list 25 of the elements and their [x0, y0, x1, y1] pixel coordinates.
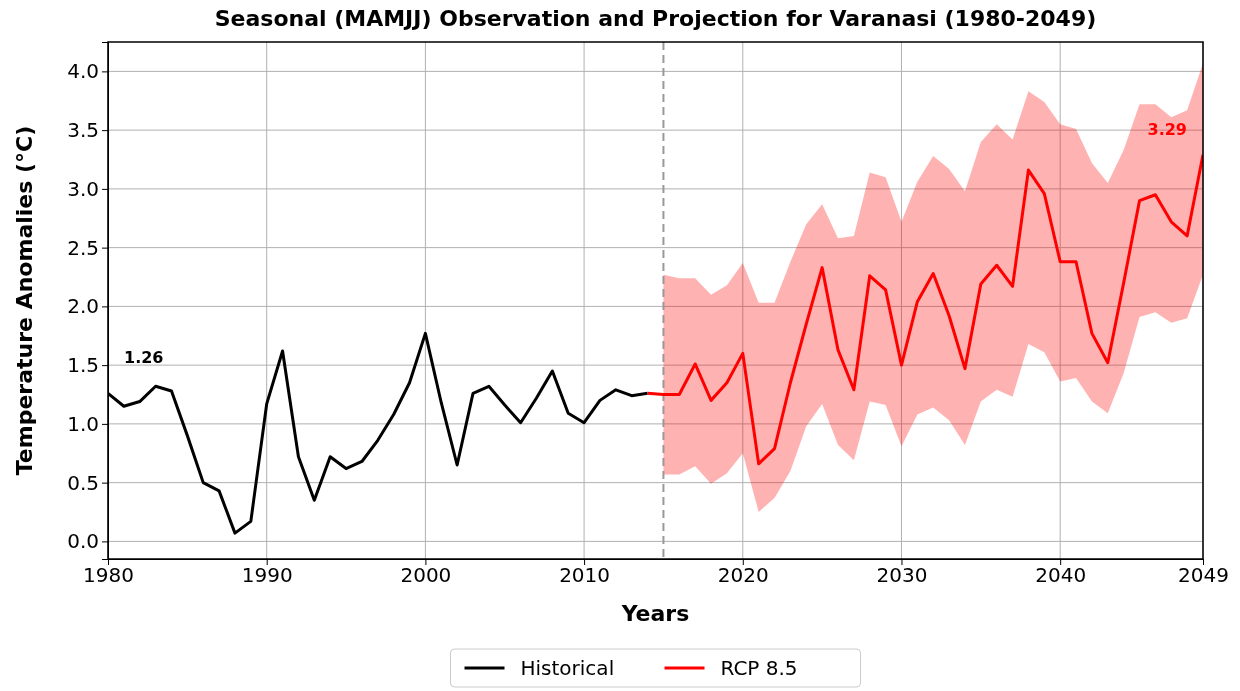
- chart-title: Seasonal (MAMJJ) Observation and Projection for Varanasi (1980-2049): [214, 6, 1097, 31]
- x-axis-title: Years: [620, 601, 690, 626]
- x-tick-label: 1980: [83, 563, 134, 588]
- y-tick-label: 0.0: [67, 529, 99, 554]
- y-tick-label: 0.5: [67, 470, 99, 495]
- y-tick-label: 3.5: [67, 118, 99, 143]
- x-tick-label: 2040: [1035, 563, 1087, 588]
- y-tick-label: 2.0: [67, 294, 99, 319]
- y-tick-label: 1.5: [67, 353, 99, 378]
- x-tick-label: 2020: [717, 563, 769, 588]
- x-tick-label: 1990: [241, 563, 293, 588]
- y-axis-title: Temperature Anomalies (°C): [12, 125, 37, 476]
- legend-label: RCP 8.5: [720, 656, 798, 680]
- y-tick-label: 4.0: [67, 59, 99, 84]
- y-tick-label: 1.0: [67, 411, 99, 436]
- x-tick-label: 2000: [400, 563, 452, 588]
- x-tick-label: 2010: [559, 563, 611, 588]
- y-tick-label: 3.0: [67, 176, 99, 201]
- x-tick-label: 2049: [1178, 563, 1229, 588]
- legend-label: Historical: [520, 656, 615, 680]
- y-tick-label: 2.5: [67, 235, 99, 260]
- annotation: 1.26: [124, 348, 164, 368]
- x-tick-label: 2030: [876, 563, 928, 588]
- line-series: [646, 153, 1203, 466]
- annotation: 3.29: [1147, 119, 1187, 139]
